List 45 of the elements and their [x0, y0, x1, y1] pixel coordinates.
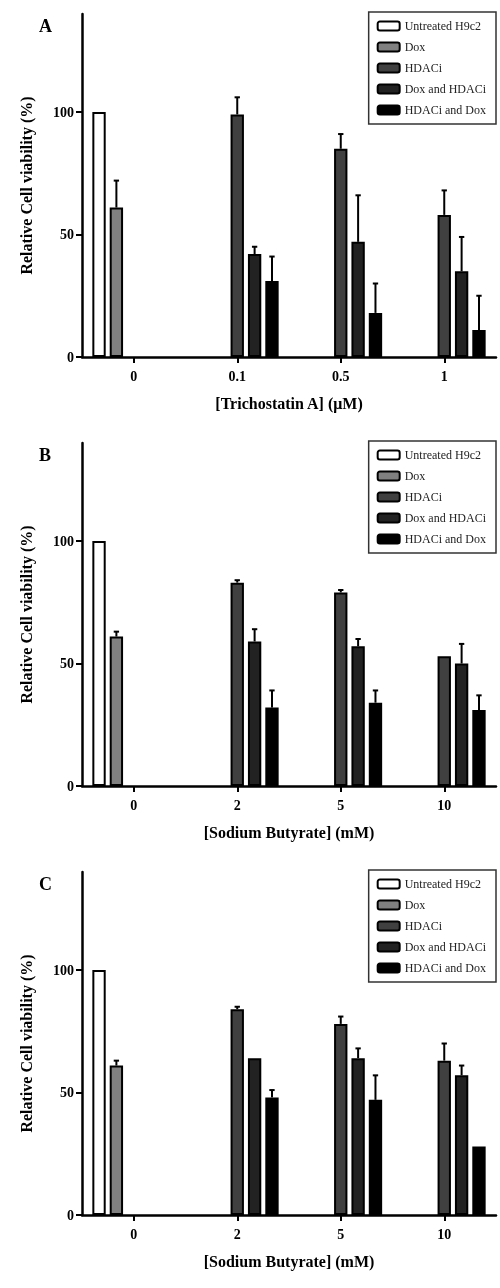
x-tick-label: 1	[440, 368, 448, 384]
y-tick-label: 100	[53, 962, 74, 978]
y-tick-label: 50	[60, 227, 74, 242]
legend-label: Dox	[404, 40, 426, 54]
legend-label: HDACi	[404, 919, 443, 933]
x-tick-label: 10	[437, 1226, 452, 1242]
chart-title: B	[39, 445, 52, 465]
y-tick-label: 100	[53, 533, 74, 549]
y-axis-title: Relative Cell viability (%)	[17, 96, 36, 275]
y-tick-label: 0	[67, 1207, 74, 1223]
legend-label: HDACi	[404, 61, 443, 75]
legend-label: HDACi and Dox	[404, 961, 486, 975]
legend-label: HDACi and Dox	[404, 532, 486, 546]
y-tick-label: 50	[60, 656, 74, 671]
x-axis-title: [Sodium Butyrate] (mM)	[203, 1252, 375, 1271]
x-axis-title: [Sodium Butyrate] (mM)	[203, 823, 375, 842]
legend-label: Dox and HDACi	[404, 82, 487, 96]
y-axis-title: Relative Cell viability (%)	[17, 525, 36, 704]
x-axis-title: [Trichostatin A] (μM)	[215, 394, 363, 413]
legend-label: Dox	[404, 898, 426, 912]
x-tick-label: 0	[130, 1226, 138, 1242]
legend-label: Untreated H9c2	[404, 19, 481, 33]
legend-label: Dox	[404, 469, 426, 483]
y-tick-label: 0	[67, 349, 74, 365]
y-tick-label: 50	[60, 1085, 74, 1100]
x-tick-label: 10	[437, 797, 452, 813]
x-tick-label: 5	[337, 1226, 345, 1242]
legend-label: Untreated H9c2	[404, 877, 481, 891]
chart-title: A	[39, 16, 52, 36]
legend-label: Dox and HDACi	[404, 511, 487, 525]
legend-label: HDACi	[404, 490, 443, 504]
x-tick-label: 5	[337, 797, 345, 813]
x-tick-label: 0.5	[332, 368, 350, 384]
legend-label: HDACi and Dox	[404, 103, 486, 117]
x-tick-label: 2	[233, 797, 241, 813]
y-tick-label: 0	[67, 778, 74, 794]
legend-label: Untreated H9c2	[404, 448, 481, 462]
x-tick-label: 0.1	[228, 368, 246, 384]
legend-label: Dox and HDACi	[404, 940, 487, 954]
chart-title: C	[39, 874, 52, 894]
x-tick-label: 0	[130, 368, 138, 384]
y-tick-label: 100	[53, 104, 74, 120]
y-axis-title: Relative Cell viability (%)	[17, 954, 36, 1133]
x-tick-label: 2	[233, 1226, 241, 1242]
x-tick-label: 0	[130, 797, 138, 813]
